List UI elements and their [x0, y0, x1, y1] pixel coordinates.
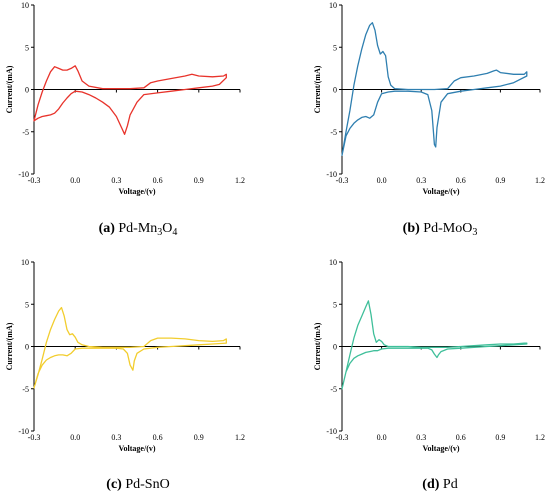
caption-label: Pd-MoO [423, 221, 472, 236]
y-axis-title: Current/(mA) [313, 322, 322, 370]
y-tick-label: -10 [326, 170, 337, 179]
panel-caption: (d) Pd [422, 477, 457, 492]
x-tick-label: 0.3 [416, 433, 426, 442]
y-axis-title: Current/(mA) [5, 322, 14, 370]
caption-letter: (a) [99, 221, 116, 236]
y-tick-label: 0 [333, 86, 337, 95]
panel-caption: (a) Pd-Mn3O4 [99, 221, 178, 238]
y-tick-label: -10 [18, 170, 29, 179]
x-tick-label: 0.3 [416, 176, 426, 185]
x-tick-label: 1.2 [235, 176, 245, 185]
x-tick-label: 0.0 [70, 176, 80, 185]
x-tick-label: 0.6 [456, 433, 466, 442]
caption-sub1: 3 [157, 227, 162, 238]
x-tick-label: 0.9 [495, 433, 505, 442]
caption-letter: (b) [403, 221, 420, 236]
y-tick-label: 5 [333, 43, 337, 52]
x-tick-label: 0.9 [495, 176, 505, 185]
x-axis-title: Voltage/(v) [118, 444, 155, 453]
x-tick-label: -0.3 [28, 433, 41, 442]
x-tick-label: 1.2 [535, 433, 545, 442]
caption-letter: (d) [422, 477, 439, 492]
cv-curve-line [33, 65, 227, 135]
y-tick-label: 5 [25, 43, 29, 52]
caption-sub1: 3 [472, 227, 477, 238]
cv-curve-line [341, 22, 528, 157]
x-tick-label: 0.0 [377, 176, 387, 185]
x-tick-label: -0.3 [336, 176, 349, 185]
x-axis-title: Voltage/(v) [118, 187, 155, 196]
x-tick-label: 0.0 [377, 433, 387, 442]
cv-curve-line [33, 306, 227, 389]
caption-label: Pd [443, 477, 458, 492]
cv-curve-line [341, 300, 528, 390]
x-tick-label: 0.0 [70, 433, 80, 442]
x-tick-label: 0.9 [194, 433, 204, 442]
caption-mid: O [162, 221, 172, 236]
x-tick-label: 1.2 [535, 176, 545, 185]
x-tick-label: 0.6 [153, 176, 163, 185]
x-tick-label: 0.3 [111, 176, 121, 185]
x-tick-label: 0.3 [111, 433, 121, 442]
x-tick-label: -0.3 [336, 433, 349, 442]
x-tick-label: 0.6 [153, 433, 163, 442]
y-tick-label: -10 [326, 427, 337, 436]
y-tick-label: -5 [22, 385, 29, 394]
x-tick-label: -0.3 [28, 176, 41, 185]
panel-b: -0.3 0.0 0.3 0.6 0.9 1.2 -10 -5 0 5 10 Voltage/(v) C… [313, 1, 545, 238]
panel-c: -0.3 0.0 0.3 0.6 0.9 1.2 -10 -5 0 5 10 Voltage/(v) C… [5, 258, 245, 492]
panel-a: -0.3 0.0 0.3 0.6 0.9 1.2 -10 -5 0 5 10 Voltage/(v) C… [5, 1, 245, 238]
y-tick-label: 10 [21, 1, 29, 10]
y-tick-label: -10 [18, 427, 29, 436]
panel-caption: (b) Pd-MoO3 [403, 221, 478, 238]
x-tick-label: 0.9 [194, 176, 204, 185]
y-tick-label: 10 [21, 258, 29, 267]
y-axis-title: Current/(mA) [313, 65, 322, 113]
y-tick-label: 0 [333, 343, 337, 352]
y-tick-label: 5 [333, 300, 337, 309]
y-tick-label: -5 [22, 128, 29, 137]
x-axis-title: Voltage/(v) [422, 444, 459, 453]
y-tick-label: -5 [330, 385, 337, 394]
x-axis-title: Voltage/(v) [422, 187, 459, 196]
y-tick-label: -5 [330, 128, 337, 137]
caption-letter: (c) [106, 477, 122, 492]
y-tick-label: 0 [25, 343, 29, 352]
y-tick-label: 5 [25, 300, 29, 309]
y-tick-label: 0 [25, 86, 29, 95]
x-tick-label: 0.6 [456, 176, 466, 185]
panel-caption: (c) Pd-SnO [106, 477, 169, 492]
caption-label: Pd-Mn [118, 221, 157, 236]
y-tick-label: 10 [329, 258, 337, 267]
x-tick-label: 1.2 [235, 433, 245, 442]
caption-label: Pd-SnO [125, 477, 169, 492]
y-tick-label: 10 [329, 1, 337, 10]
caption-sub2: 4 [172, 227, 177, 238]
panel-d: -0.3 0.0 0.3 0.6 0.9 1.2 -10 -5 0 5 10 Voltage/(v) C… [313, 258, 545, 492]
y-axis-title: Current/(mA) [5, 65, 14, 113]
